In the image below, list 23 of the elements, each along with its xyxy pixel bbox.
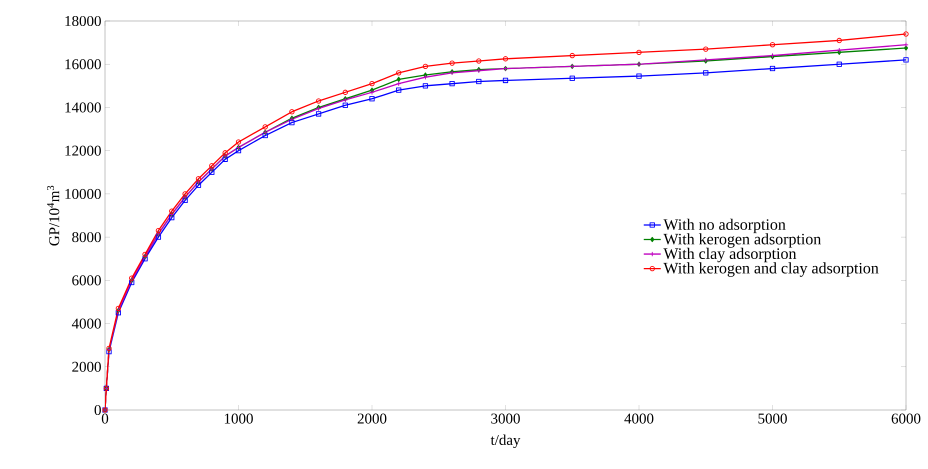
y-tick-label: 4000 [72,318,101,329]
legend-label: With kerogen and clay adsorption [663,262,879,277]
y-tick-label: 10000 [65,188,101,199]
x-axis-title: t/day [490,434,520,448]
x-tick-label: 4000 [624,414,654,424]
y-tick-label: 2000 [72,362,101,372]
y-tick-label: 14000 [65,102,101,112]
legend-label: With no adsorption [663,218,786,234]
y-tick-label: 16000 [65,59,101,70]
legend-label: With kerogen adsorption [663,233,822,248]
legend-label: With clay adsorption [663,248,796,262]
x-tick-label: 2000 [358,414,386,424]
y-tick-label: 18000 [65,16,101,26]
y-tick-label: 12000 [65,146,101,156]
x-tick-label: 3000 [491,414,520,424]
y-tick-label: 0 [94,404,101,416]
y-tick-label: 6000 [72,275,101,286]
x-tick-label: 6000 [892,414,920,424]
x-tick-label: 1000 [224,414,253,424]
x-tick-label: 5000 [758,414,787,424]
y-axis-title: GP/10$^{4}$m$^{3}$ [47,186,60,246]
y-tick-label: 8000 [72,232,101,242]
x-tick-label: 0 [102,414,108,424]
